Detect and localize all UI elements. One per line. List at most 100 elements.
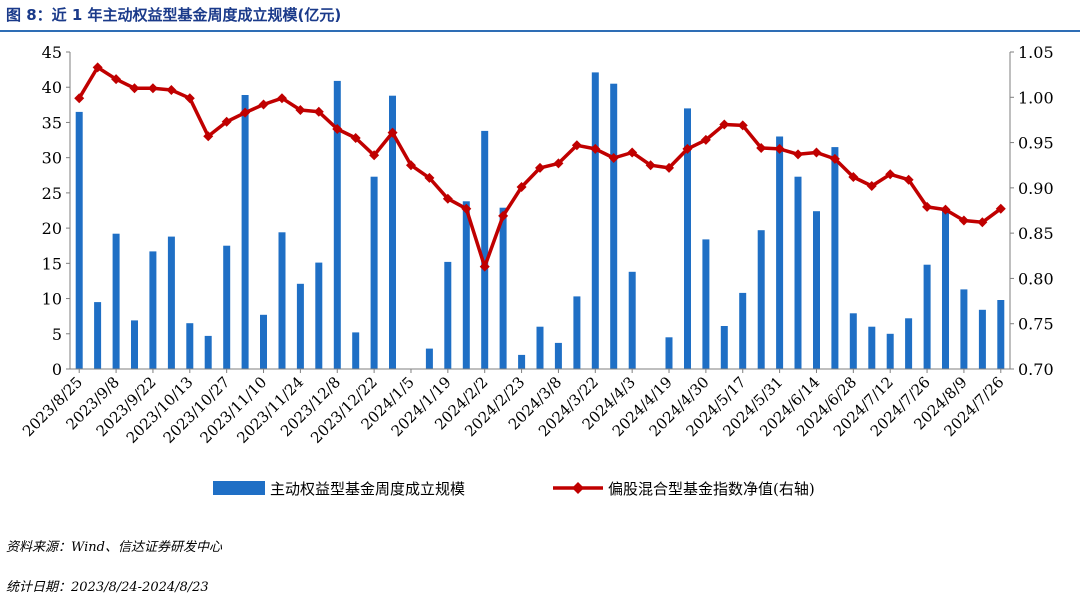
nav-point	[719, 119, 730, 130]
bar	[536, 326, 544, 369]
nav-point	[995, 203, 1006, 214]
nav-point	[92, 62, 103, 73]
bar	[794, 176, 802, 369]
nav-point	[774, 143, 785, 154]
bar	[149, 251, 157, 369]
nav-point	[940, 204, 951, 215]
nav-point	[479, 261, 490, 272]
nav-point	[958, 215, 969, 226]
nav-point	[571, 140, 582, 151]
nav-point	[885, 169, 896, 180]
bar	[886, 333, 894, 369]
left-tick-label: 45	[42, 43, 62, 62]
bar	[684, 108, 691, 370]
bar	[610, 83, 618, 369]
bar	[997, 300, 1005, 369]
bar	[241, 95, 249, 369]
nav-point	[221, 116, 232, 127]
right-tick-label: 0.70	[1018, 360, 1054, 379]
legend-line-marker	[572, 482, 584, 494]
nav-point	[664, 162, 675, 173]
nav-point	[405, 160, 416, 171]
bar	[720, 326, 728, 369]
bar	[757, 230, 765, 369]
bar	[776, 136, 784, 369]
left-tick-label: 10	[42, 290, 62, 309]
nav-point	[627, 147, 638, 158]
bar	[167, 236, 175, 369]
nav-point	[313, 106, 324, 117]
nav-point	[700, 134, 711, 145]
nav-point	[922, 201, 933, 212]
left-tick-label: 0	[52, 360, 62, 379]
left-tick-label: 40	[42, 78, 62, 97]
nav-point	[756, 143, 767, 154]
bar	[315, 262, 323, 369]
bar	[702, 239, 710, 369]
bar	[923, 264, 931, 369]
right-tick-label: 0.95	[1018, 134, 1054, 153]
nav-point	[240, 107, 251, 118]
nav-point	[737, 120, 748, 131]
nav-point	[203, 131, 214, 142]
nav-point	[608, 152, 619, 163]
nav-point	[903, 174, 914, 185]
nav-point	[387, 127, 398, 138]
bar	[278, 232, 286, 369]
date-note: 统计日期：2023/8/24-2024/8/23	[6, 580, 209, 595]
bar	[739, 292, 747, 369]
left-tick-label: 20	[42, 219, 62, 238]
bar	[260, 314, 267, 369]
bar	[204, 335, 212, 369]
right-tick-label: 0.85	[1018, 224, 1054, 243]
legend-line-label: 偏股混合型基金指数净值(右轴)	[608, 480, 815, 498]
nav-point	[442, 193, 453, 204]
right-tick-label: 0.75	[1018, 315, 1054, 334]
nav-point	[535, 162, 545, 173]
nav-point	[166, 85, 177, 96]
right-tick-label: 1.00	[1018, 88, 1054, 107]
nav-point	[645, 160, 656, 171]
bar	[499, 207, 507, 369]
bar	[425, 348, 433, 369]
bar	[518, 354, 526, 369]
nav-point	[498, 210, 509, 221]
left-tick-label: 15	[42, 254, 62, 273]
bar	[573, 296, 581, 369]
bar	[849, 313, 857, 369]
nav-point	[977, 217, 988, 228]
left-tick-label: 25	[42, 184, 62, 203]
nav-point	[295, 104, 306, 115]
right-tick-label: 0.80	[1018, 269, 1054, 288]
bar	[462, 201, 470, 369]
bar	[370, 176, 378, 369]
bar	[978, 309, 986, 369]
bar	[868, 326, 876, 369]
chart: 0 5 10 15 20 25 30 35 40 45 0.70 0.75 0.80 0.85 0.90 0.…	[19, 43, 1054, 498]
title-underline	[0, 30, 1080, 32]
bar	[960, 289, 968, 369]
bar	[296, 283, 304, 369]
bar	[481, 130, 489, 369]
bar	[223, 245, 231, 369]
nav-point	[793, 149, 804, 160]
bar	[352, 332, 360, 369]
left-tick-label: 30	[42, 149, 62, 168]
right-tick-label: 1.05	[1018, 43, 1054, 62]
nav-point	[147, 83, 158, 94]
bar	[905, 318, 913, 369]
right-tick-label: 0.90	[1018, 179, 1054, 198]
nav-point	[350, 133, 361, 144]
nav-point	[866, 181, 877, 192]
nav-point	[516, 181, 527, 192]
bar	[186, 323, 194, 369]
bar	[813, 211, 820, 369]
legend-bar-label: 主动权益型基金周度成立规模	[270, 480, 465, 498]
nav-point	[332, 123, 343, 134]
nav-point	[258, 99, 269, 110]
nav-point	[369, 150, 380, 161]
legend: 主动权益型基金周度成立规模 偏股混合型基金指数净值(右轴)	[213, 480, 815, 498]
bar	[131, 320, 138, 369]
bar	[628, 271, 636, 369]
nav-point	[590, 143, 601, 154]
